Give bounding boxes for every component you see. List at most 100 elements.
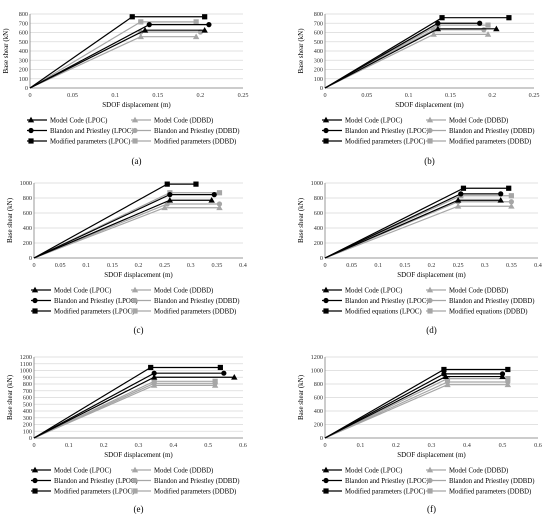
y-tick-label: 0 bbox=[29, 255, 32, 262]
legend-label: Blandon and Priestley (DDBD) bbox=[154, 478, 240, 485]
x-tick-label: 0.4 bbox=[463, 442, 471, 449]
data-point bbox=[434, 25, 442, 32]
data-point bbox=[508, 193, 514, 199]
x-tick-label: 0.5 bbox=[499, 442, 507, 449]
y-tick-label: 0 bbox=[320, 85, 323, 92]
legend-entry: Modified parameters (LPOC) bbox=[322, 488, 425, 495]
data-point bbox=[151, 370, 157, 376]
legend-marker bbox=[323, 477, 329, 484]
x-tick-label: 0.15 bbox=[152, 92, 163, 99]
chart-panel-1: 0 100 200 300 400 500 600 700 800 0 0.05 0.1 0.15 0.2… bbox=[2, 11, 248, 166]
series-line bbox=[324, 381, 508, 439]
x-tick-label: 0.1 bbox=[65, 442, 73, 449]
series-5 bbox=[324, 15, 512, 89]
x-tick-label: 0.1 bbox=[405, 92, 413, 99]
x-axis-label: SDOF displacement (m) bbox=[395, 101, 464, 109]
y-tick-label: 600 bbox=[314, 30, 323, 37]
legend-label: Modified equations (LPOC) bbox=[345, 308, 422, 315]
data-point bbox=[141, 26, 149, 33]
y-tick-label: 400 bbox=[23, 408, 32, 415]
data-point bbox=[212, 378, 218, 384]
x-axis-label: SDOF displacement (m) bbox=[102, 101, 171, 109]
data-point bbox=[129, 14, 135, 20]
legend-label: Blandon and Priestley (LPOC) bbox=[54, 298, 138, 305]
series-5 bbox=[33, 364, 223, 439]
y-tick-label: 800 bbox=[19, 11, 28, 18]
y-tick-label: 0 bbox=[29, 435, 32, 442]
y-tick-label: 800 bbox=[23, 195, 32, 202]
legend-label: Model Code (DDBD) bbox=[449, 117, 508, 124]
legend-entry: Modified parameters (LPOC) bbox=[31, 308, 134, 315]
series-4 bbox=[33, 380, 218, 439]
data-point bbox=[505, 366, 511, 373]
series-line bbox=[324, 368, 508, 439]
y-tick-label: 200 bbox=[23, 422, 32, 429]
y-axis-label: Base shear (kN) bbox=[297, 197, 305, 243]
y-tick-label: 500 bbox=[19, 39, 28, 46]
series-2 bbox=[324, 31, 492, 89]
legend-label: Blandon and Priestley (DDBD) bbox=[154, 298, 240, 305]
x-tick-label: 0.2 bbox=[100, 442, 108, 449]
data-point bbox=[164, 201, 170, 207]
legend-marker bbox=[131, 116, 139, 123]
x-tick-label: 0.5 bbox=[204, 442, 212, 449]
data-point bbox=[505, 376, 511, 382]
series-5 bbox=[33, 181, 199, 259]
data-point bbox=[481, 27, 487, 33]
series-line bbox=[33, 366, 221, 439]
data-point bbox=[430, 31, 437, 37]
legend-marker bbox=[32, 477, 38, 484]
legend-marker bbox=[131, 466, 139, 473]
y-tick-label: 300 bbox=[314, 57, 323, 64]
series-3 bbox=[29, 22, 212, 89]
series-4 bbox=[324, 199, 514, 259]
y-tick-label: 400 bbox=[314, 225, 323, 232]
y-tick-label: 600 bbox=[23, 395, 32, 402]
series-line bbox=[324, 199, 501, 259]
data-point bbox=[231, 374, 238, 380]
legend-entry: Modified parameters (DDBD) bbox=[131, 488, 236, 495]
legend-entry: Modified parameters (LPOC) bbox=[27, 138, 130, 145]
legend-entry: Model Code (DDBD) bbox=[131, 466, 213, 474]
y-tick-label: 200 bbox=[23, 240, 32, 247]
legend-entry: Modified parameters (DDBD) bbox=[131, 138, 236, 145]
x-tick-label: 0.1 bbox=[357, 442, 365, 449]
data-point bbox=[441, 371, 447, 377]
x-tick-label: 0.1 bbox=[111, 92, 119, 99]
y-tick-label: 500 bbox=[314, 39, 323, 46]
x-axis-label: SDOF displacement (m) bbox=[397, 271, 466, 279]
legend-entry: Model Code (LPOC) bbox=[322, 116, 402, 124]
y-tick-label: 600 bbox=[23, 210, 32, 217]
x-tick-label: 0.2 bbox=[392, 442, 400, 449]
legend-marker bbox=[323, 127, 329, 134]
y-tick-label: 400 bbox=[19, 48, 28, 55]
legend-marker bbox=[132, 127, 138, 134]
x-tick-label: 0.35 bbox=[506, 262, 517, 269]
x-axis-label: SDOF displacement (m) bbox=[397, 451, 466, 459]
x-tick-label: 0.25 bbox=[238, 92, 249, 99]
legend-label: Model Code (LPOC) bbox=[345, 467, 402, 474]
y-axis-label: Base shear (kN) bbox=[297, 374, 305, 420]
legend-marker bbox=[427, 488, 433, 494]
legend-marker bbox=[32, 488, 38, 494]
data-point bbox=[148, 364, 154, 371]
legend-marker bbox=[132, 308, 138, 314]
x-tick-label: 0.4 bbox=[534, 262, 542, 269]
legend-marker bbox=[28, 138, 34, 144]
x-tick-label: 0 bbox=[323, 442, 326, 449]
legend-marker bbox=[28, 127, 34, 134]
y-tick-label: 200 bbox=[314, 67, 323, 74]
series-line bbox=[29, 16, 205, 89]
x-tick-label: 0.2 bbox=[488, 92, 496, 99]
x-tick-label: 0.15 bbox=[107, 262, 118, 269]
chart-panel-2: 0 100 200 300 400 500 600 700 800 0 0.05 0.1 0.15 0.2… bbox=[297, 11, 539, 166]
legend-entry: Model Code (DDBD) bbox=[131, 286, 213, 294]
data-point bbox=[508, 203, 515, 209]
data-point bbox=[146, 22, 152, 28]
chart-panel-4: 0 200 400 600 800 1000 0 0.05 0.1 0.15 0.2 0.25 0.3 0… bbox=[297, 180, 542, 335]
legend-entry: Blandon and Priestley (LPOC) bbox=[27, 128, 134, 135]
legend-entry: Blandon and Priestley (LPOC) bbox=[322, 478, 429, 485]
x-tick-label: 0.25 bbox=[453, 262, 464, 269]
legend-marker bbox=[323, 488, 329, 494]
